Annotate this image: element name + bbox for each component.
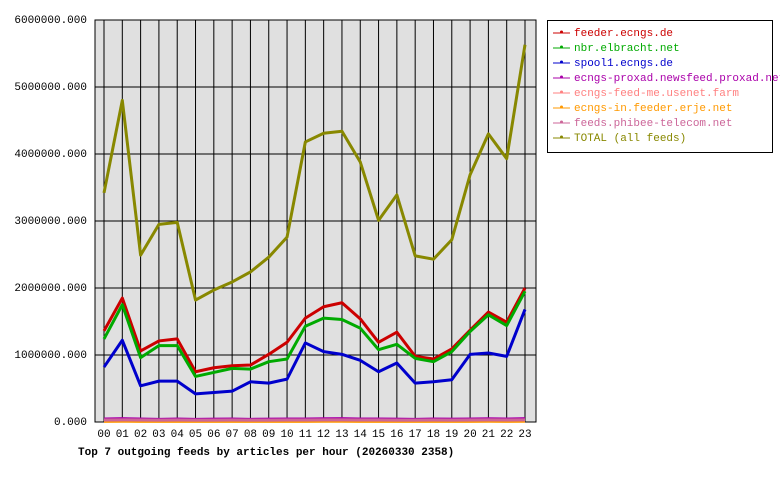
series-line	[102, 290, 527, 378]
x-tick-label: 22	[500, 429, 513, 441]
legend-label: feeder.ecngs.de	[574, 28, 673, 40]
chart-title: Top 7 outgoing feeds by articles per hou…	[78, 447, 454, 459]
x-tick-label: 13	[335, 429, 348, 441]
legend-dot	[560, 45, 563, 49]
x-tick-label: 01	[116, 429, 130, 441]
x-tick-label: 17	[409, 429, 422, 441]
x-tick-label: 18	[427, 429, 440, 441]
y-tick-label: 1000000.000	[14, 350, 87, 362]
x-tick-label: 21	[482, 429, 496, 441]
x-tick-label: 02	[134, 429, 147, 441]
y-tick-label: 2000000.000	[14, 283, 87, 295]
legend-label: ecngs-in.feeder.erje.net	[574, 103, 732, 115]
x-tick-label: 07	[226, 429, 239, 441]
x-tick-label: 12	[317, 429, 330, 441]
x-tick-label: 15	[372, 429, 385, 441]
x-tick-label: 23	[518, 429, 531, 441]
y-tick-label: 0.000	[54, 417, 87, 429]
legend-dot	[560, 105, 563, 109]
legend-label: ecngs-proxad.newsfeed.proxad.net	[574, 73, 780, 85]
x-tick-label: 08	[244, 429, 257, 441]
x-tick-label: 14	[354, 429, 368, 441]
x-tick-label: 16	[390, 429, 403, 441]
legend-label: nbr.elbracht.net	[574, 43, 680, 55]
series-line	[102, 44, 527, 302]
legend-dot	[560, 120, 563, 124]
legend-label: feeds.phibee-telecom.net	[574, 118, 732, 130]
y-tick-label: 4000000.000	[14, 149, 87, 161]
legend-dot	[560, 75, 563, 79]
legend-dot	[560, 60, 563, 64]
legend-label: TOTAL (all feeds)	[574, 133, 686, 145]
legend-label: ecngs-feed-me.usenet.farm	[574, 88, 739, 100]
legend-dot	[560, 90, 563, 94]
x-tick-label: 09	[262, 429, 275, 441]
x-tick-label: 10	[280, 429, 293, 441]
legend-dot	[560, 135, 563, 139]
y-tick-label: 3000000.000	[14, 216, 87, 228]
legend-label: spool1.ecngs.de	[574, 58, 673, 70]
x-tick-label: 03	[152, 429, 165, 441]
x-tick-label: 06	[207, 429, 220, 441]
x-tick-label: 19	[445, 429, 458, 441]
x-tick-label: 11	[299, 429, 313, 441]
y-tick-label: 5000000.000	[14, 82, 87, 94]
series-line	[102, 287, 527, 374]
series-line	[102, 308, 527, 396]
y-tick-label: 6000000.000	[14, 15, 87, 27]
x-tick-label: 04	[171, 429, 185, 441]
x-tick-label: 05	[189, 429, 202, 441]
legend-box	[547, 20, 773, 153]
x-tick-label: 20	[463, 429, 476, 441]
legend-dot	[560, 30, 563, 34]
x-tick-label: 00	[97, 429, 110, 441]
